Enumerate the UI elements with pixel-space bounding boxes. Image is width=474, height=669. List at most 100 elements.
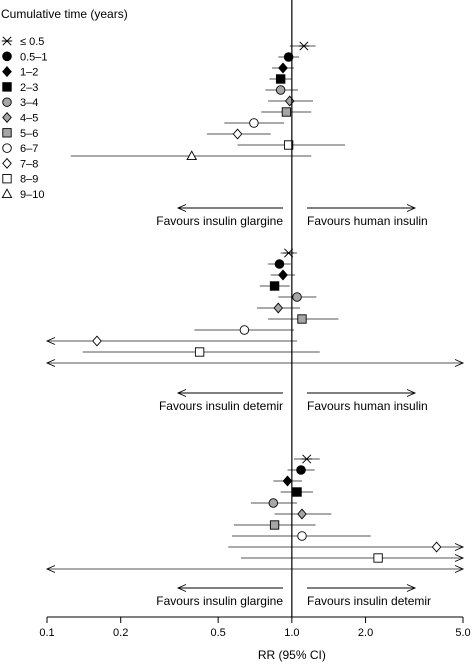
point-estimate bbox=[282, 475, 293, 487]
legend-label: 2–3 bbox=[20, 82, 38, 94]
ci-arrow-left bbox=[45, 565, 56, 573]
point-estimate bbox=[292, 292, 302, 302]
point-estimate bbox=[284, 95, 295, 107]
point-estimate bbox=[275, 74, 286, 84]
legend-title: Cumulative time (years) bbox=[1, 7, 128, 21]
favours-right-label: Favours human insulin bbox=[307, 214, 428, 228]
legend-marker bbox=[2, 157, 12, 169]
forest-row bbox=[45, 565, 465, 573]
legend-marker bbox=[1, 36, 13, 46]
legend-entry: 9–10 bbox=[1, 188, 44, 201]
x-tick-label: 0.2 bbox=[113, 627, 128, 639]
ci-arrow-right bbox=[454, 554, 465, 562]
panel: Favours insulin glargine Favours human in… bbox=[70, 41, 428, 228]
point-estimate bbox=[269, 520, 280, 530]
forest-row bbox=[206, 128, 271, 140]
legend-marker bbox=[2, 174, 12, 184]
favours-right-label: Favours insulin detemir bbox=[307, 594, 431, 608]
legend-entry: 8–9 bbox=[2, 174, 38, 186]
forest-row bbox=[269, 74, 292, 84]
point-estimate bbox=[278, 269, 288, 281]
legend-label: 5–6 bbox=[20, 128, 38, 140]
forest-row bbox=[268, 314, 339, 324]
forest-row bbox=[280, 248, 298, 258]
point-estimate bbox=[274, 259, 285, 269]
forest-row bbox=[250, 498, 298, 508]
favours-left-arrow-head bbox=[176, 584, 187, 592]
favours-left-label: Favours insulin glargine bbox=[156, 594, 283, 608]
legend-marker bbox=[2, 51, 12, 62]
point-estimate bbox=[194, 347, 205, 357]
legend-label: 3–4 bbox=[20, 97, 38, 109]
legend-label: 7–8 bbox=[20, 158, 38, 170]
legend-entry: 7–8 bbox=[2, 157, 38, 170]
point-estimate bbox=[186, 150, 198, 161]
forest-row bbox=[261, 107, 312, 117]
legend-label: 0.5–1 bbox=[20, 51, 48, 63]
forest-row bbox=[278, 52, 300, 62]
legend-entry: ≤ 0.5 bbox=[1, 36, 44, 48]
favours-right-label: Favours human insulin bbox=[307, 399, 428, 413]
legend-marker bbox=[2, 66, 12, 78]
legend-marker bbox=[2, 143, 12, 153]
legend-marker bbox=[2, 112, 12, 123]
legend-marker bbox=[2, 97, 12, 107]
point-estimate bbox=[298, 41, 310, 51]
point-estimate bbox=[373, 553, 383, 563]
forest-row bbox=[259, 281, 290, 291]
ci-arrow-right bbox=[454, 543, 465, 551]
ci-arrow-left bbox=[45, 359, 56, 367]
forest-row bbox=[280, 487, 313, 497]
legend-marker bbox=[2, 82, 12, 92]
panel: Favours insulin detemir Favours human ins… bbox=[45, 248, 465, 413]
point-estimate bbox=[275, 85, 286, 95]
point-estimate bbox=[292, 487, 302, 497]
forest-row bbox=[70, 150, 312, 161]
point-estimate bbox=[431, 541, 442, 553]
favours-right-arrow-head bbox=[406, 204, 417, 212]
forest-row bbox=[228, 541, 465, 553]
forest-row bbox=[45, 359, 465, 367]
point-estimate bbox=[232, 128, 243, 140]
point-estimate bbox=[239, 325, 250, 335]
legend: Cumulative time (years) ≤ 0.5 0.5–1 1–2 2–3 3… bbox=[1, 7, 128, 201]
x-tick-label: 0.1 bbox=[39, 627, 54, 639]
favours-right-arrow-head bbox=[406, 389, 417, 397]
forest-row bbox=[272, 62, 294, 74]
point-estimate bbox=[273, 302, 284, 314]
legend-marker bbox=[2, 128, 12, 138]
legend-label: 4–5 bbox=[20, 113, 38, 125]
legend-entry: 3–4 bbox=[2, 97, 38, 109]
x-tick-label: 0.5 bbox=[210, 627, 225, 639]
legend-entry: 6–7 bbox=[2, 143, 38, 155]
forest-row bbox=[278, 292, 317, 302]
favours-right-arrow-head bbox=[406, 584, 417, 592]
point-estimate bbox=[249, 118, 259, 128]
forest-row bbox=[293, 454, 320, 464]
panels: Favours insulin glargine Favours human in… bbox=[45, 41, 465, 608]
forest-row bbox=[270, 269, 295, 281]
favours-left-label: Favours insulin detemir bbox=[159, 399, 283, 413]
x-axis: 0.1 0.2 0.5 1.0 2.0 5.0 RR (95% CI) bbox=[39, 616, 471, 662]
point-estimate bbox=[283, 52, 294, 62]
legend-marker bbox=[1, 188, 13, 199]
forest-row bbox=[194, 325, 294, 335]
favours-left-arrow-head bbox=[176, 204, 187, 212]
ci-arrow-right bbox=[454, 565, 465, 573]
x-tick-label: 2.0 bbox=[358, 627, 373, 639]
ci-arrow-left bbox=[45, 337, 56, 345]
point-estimate bbox=[301, 454, 312, 464]
forest-row bbox=[268, 259, 291, 269]
x-tick-label: 5.0 bbox=[455, 627, 470, 639]
forest-row bbox=[232, 531, 371, 541]
legend-label: 6–7 bbox=[20, 143, 38, 155]
forest-row bbox=[273, 475, 302, 487]
forest-row bbox=[289, 41, 316, 51]
legend-label: 1–2 bbox=[20, 67, 38, 79]
x-axis-title: RR (95% CI) bbox=[258, 648, 326, 662]
legend-entry: 5–6 bbox=[2, 128, 38, 140]
point-estimate bbox=[281, 107, 292, 117]
forest-row bbox=[265, 85, 299, 95]
favours-left-arrow-head bbox=[176, 389, 187, 397]
